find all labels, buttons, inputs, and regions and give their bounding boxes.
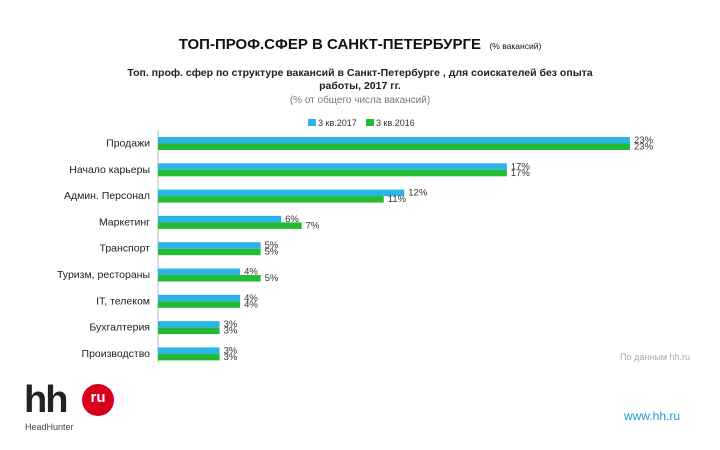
data-label-2017: 23% bbox=[634, 135, 654, 146]
data-label-2017: 3% bbox=[224, 319, 238, 330]
bar-2016 bbox=[158, 353, 220, 361]
data-label-2016: 4% bbox=[244, 299, 258, 310]
bar-2016 bbox=[158, 301, 241, 308]
logo-hh-text: hh bbox=[24, 379, 68, 421]
category-label: Бухгалтерия bbox=[89, 322, 150, 334]
data-label-2016: 17% bbox=[511, 168, 531, 179]
data-label-2016: 23% bbox=[634, 142, 654, 153]
bar-2016 bbox=[158, 143, 630, 150]
bar-2017 bbox=[158, 321, 220, 328]
bar-2017 bbox=[158, 268, 241, 275]
slide-title: ТОП-ПРОФ.СФЕР В САНКТ-ПЕТЕРБУРГЕ (% вака… bbox=[0, 36, 720, 54]
source-note: По данным hh.ru bbox=[620, 352, 690, 362]
bar-2017 bbox=[158, 242, 261, 249]
data-label-2017: 4% bbox=[244, 267, 258, 278]
category-label: Производство bbox=[82, 348, 151, 360]
bar-2016 bbox=[158, 327, 220, 335]
category-label: Маркетинг bbox=[99, 216, 150, 228]
logo-ru-text: ru bbox=[90, 389, 106, 406]
bar-2017 bbox=[158, 347, 220, 354]
chart-subtitle: (% от общего числа вакансий) bbox=[289, 95, 431, 106]
logo-subtitle: HeadHunter bbox=[25, 422, 74, 432]
data-label-2017: 6% bbox=[285, 214, 299, 225]
bar-2016 bbox=[158, 275, 261, 282]
hh-logo: hh ru HeadHunter bbox=[24, 380, 134, 440]
legend-swatch-2 bbox=[366, 119, 374, 126]
category-label: Туризм, рестораны bbox=[57, 269, 150, 281]
bar-2016 bbox=[158, 169, 507, 177]
category-label: Админ. Персонал bbox=[64, 190, 150, 202]
bar-2016 bbox=[158, 196, 384, 203]
category-label: Транспорт bbox=[100, 243, 151, 255]
bar-2016 bbox=[158, 222, 302, 229]
legend-swatch-1 bbox=[308, 119, 316, 126]
data-label-2016: 7% bbox=[306, 220, 320, 231]
category-label: Продажи bbox=[106, 138, 150, 150]
chart-title-line-1: Топ. проф. сфер по структуре вакансий в … bbox=[127, 67, 593, 79]
legend-label-1: 3 кв.2017 bbox=[318, 118, 357, 128]
category-label: Начало карьеры bbox=[69, 164, 150, 176]
data-label-2016: 5% bbox=[265, 247, 279, 258]
data-label-2016: 11% bbox=[388, 194, 407, 205]
chart-title-line-2: работы, 2017 гг. bbox=[319, 80, 401, 92]
slide-title-text: ТОП-ПРОФ.СФЕР В САНКТ-ПЕТЕРБУРГЕ bbox=[178, 36, 482, 53]
data-label-2017: 4% bbox=[244, 293, 258, 304]
data-label-2016: 3% bbox=[224, 352, 238, 363]
bar-2016 bbox=[158, 248, 261, 256]
bar-2017 bbox=[158, 189, 405, 197]
data-label-2016: 3% bbox=[224, 326, 238, 337]
category-label: IT, телеком bbox=[96, 295, 150, 307]
legend-label-2: 3 кв.2016 bbox=[376, 118, 415, 128]
bar-2017 bbox=[158, 163, 507, 170]
data-label-2017: 17% bbox=[511, 161, 531, 172]
bar-2017 bbox=[158, 137, 630, 144]
data-label-2017: 3% bbox=[224, 345, 238, 356]
data-label-2017: 12% bbox=[408, 188, 428, 199]
slide-title-note: (% вакансий) bbox=[489, 41, 542, 51]
website-link[interactable]: www.hh.ru bbox=[623, 409, 680, 423]
logo-red-circle bbox=[82, 384, 114, 416]
bar-2017 bbox=[158, 294, 241, 302]
data-label-2017: 5% bbox=[265, 240, 279, 251]
data-label-2016: 5% bbox=[265, 273, 279, 284]
bar-2017 bbox=[158, 215, 282, 223]
